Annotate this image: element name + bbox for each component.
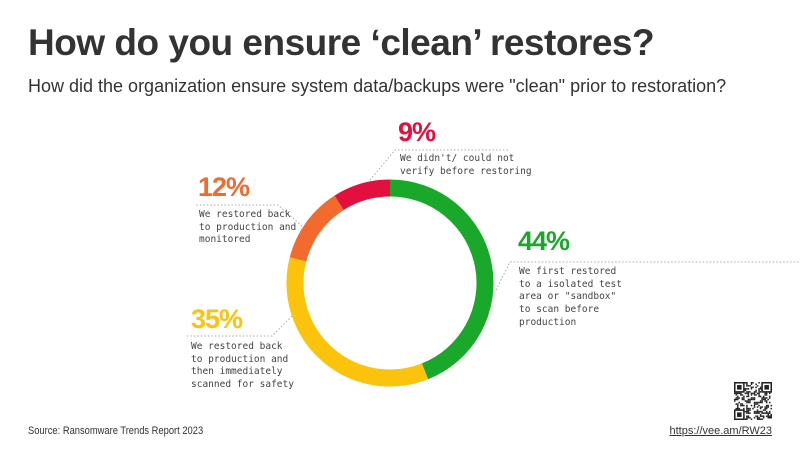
slice-description-9: We didn't/ could not verify before resto… <box>400 153 532 177</box>
slice-description-44: We first restored to a isolated test are… <box>519 266 622 328</box>
source-note: Source: Ransomware Trends Report 2023 <box>28 425 204 437</box>
donut-slice-35 <box>286 257 429 387</box>
leader-line-35 <box>186 315 293 337</box>
qr-code-icon <box>734 382 772 420</box>
slice-label-35: 35% <box>191 304 243 334</box>
donut-slice-44 <box>389 179 494 380</box>
slice-label-12: 12% <box>198 172 250 202</box>
leader-line-44 <box>495 261 800 291</box>
page-title: How do you ensure ‘clean’ restores? <box>28 22 655 63</box>
leader-line-12 <box>196 204 303 227</box>
donut-slice-9 <box>334 179 391 211</box>
slice-description-35: We restored back to production and then … <box>191 341 294 391</box>
report-link[interactable]: https://vee.am/RW23 <box>669 425 772 437</box>
slice-description-12: We restored back to production and monit… <box>199 209 297 246</box>
leader-line-9 <box>369 149 510 181</box>
page-subtitle: How did the organization ensure system d… <box>28 76 727 96</box>
slice-label-44: 44% <box>518 226 570 256</box>
slice-label-9: 9% <box>398 117 436 147</box>
donut-slice-12 <box>289 195 344 262</box>
